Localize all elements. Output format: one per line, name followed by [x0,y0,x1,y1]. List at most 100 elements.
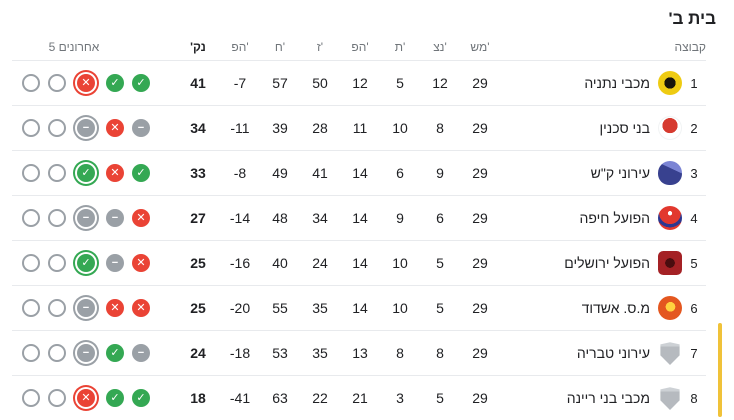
stat-goals-against: 39 [272,120,288,136]
win-icon: ✓ [77,164,95,182]
table-row[interactable]: 3 עירוני ק"ש 29 9 6 14 41 49 -8 33 ✓ ✕ ✓ [12,151,706,196]
form-icons: ✓ ✕ ✓ [12,164,176,182]
team-cell[interactable]: 2 בני סכנין [500,116,706,140]
win-icon: ✓ [132,74,150,92]
draw-icon: − [77,119,95,137]
team-badge-icon [658,251,682,275]
header-last5: 5 אחרונים [48,39,100,54]
rank: 8 [690,390,698,406]
table-row[interactable]: 4 הפועל חיפה 29 6 9 14 34 48 -14 27 − − ✕ [12,196,706,241]
draw-icon: − [132,119,150,137]
stat-goals-for: 34 [312,210,328,226]
stat-losses: 14 [352,165,368,181]
stat-points: 25 [190,300,206,316]
upcoming-match-icon [48,299,66,317]
team-cell[interactable]: 8 מכבי בני ריינה [500,386,706,410]
loss-icon: ✕ [106,299,124,317]
stat-played: 29 [472,345,488,361]
stat-points: 18 [190,390,206,406]
rank: 4 [690,210,698,226]
stat-played: 29 [472,210,488,226]
stat-goals-against: 55 [272,300,288,316]
draw-icon: − [106,254,124,272]
upcoming-match-icon [48,164,66,182]
loss-icon: ✕ [77,74,95,92]
draw-icon: − [106,209,124,227]
win-icon: ✓ [106,74,124,92]
stat-goals-against: 40 [272,255,288,271]
stat-wins: 9 [436,165,444,181]
loss-icon: ✕ [106,164,124,182]
stat-losses: 14 [352,255,368,271]
stat-wins: 8 [436,120,444,136]
table-row[interactable]: 6 מ.ס. אשדוד 29 5 10 14 35 55 -20 25 − ✕ ✕ [12,286,706,331]
header-points: נק' [190,39,206,54]
win-icon: ✓ [106,389,124,407]
team-badge-icon [658,161,682,185]
stat-goals-against: 49 [272,165,288,181]
stat-goals-for: 35 [312,300,328,316]
header-draws: ת' [394,39,406,54]
team-cell[interactable]: 5 הפועל ירושלים [500,251,706,275]
stat-goal-diff: -11 [230,120,250,136]
stat-draws: 10 [392,300,408,316]
stat-wins: 5 [436,255,444,271]
header-losses: הפ' [351,39,369,54]
stat-goals-against: 57 [272,75,288,91]
upcoming-match-icon [22,299,40,317]
team-cell[interactable]: 4 הפועל חיפה [500,206,706,230]
stat-goals-for: 24 [312,255,328,271]
team-cell[interactable]: 3 עירוני ק"ש [500,161,706,185]
scrollbar-thumb[interactable] [718,323,722,417]
win-icon: ✓ [132,164,150,182]
draw-icon: − [77,299,95,317]
stat-goal-diff: -7 [233,75,247,91]
stat-goals-against: 63 [272,390,288,406]
header-goals-against: ח' [274,39,286,54]
stat-goal-diff: -16 [229,255,251,271]
stat-goals-for: 50 [312,75,328,91]
table-row[interactable]: 5 הפועל ירושלים 29 5 10 14 24 40 -16 25 … [12,241,706,286]
loss-icon: ✕ [77,389,95,407]
stat-points: 25 [190,255,206,271]
stat-goal-diff: -14 [229,210,251,226]
stat-goal-diff: -8 [233,165,247,181]
upcoming-match-icon [48,74,66,92]
stat-draws: 9 [396,210,404,226]
stat-goals-against: 53 [272,345,288,361]
stat-goal-diff: -18 [229,345,251,361]
stat-losses: 11 [352,120,368,136]
team-badge-icon [658,296,682,320]
header-goal-diff: הפ' [231,39,249,54]
table-row[interactable]: 2 בני סכנין 29 8 10 11 28 39 -11 34 − ✕ − [12,106,706,151]
team-cell[interactable]: 7 עירוני טבריה [500,341,706,365]
stat-losses: 13 [352,345,368,361]
stat-played: 29 [472,300,488,316]
stat-goals-against: 48 [272,210,288,226]
stat-goals-for: 28 [312,120,328,136]
stat-goal-diff: -41 [229,390,251,406]
rank: 2 [690,120,698,136]
upcoming-match-icon [22,344,40,362]
loss-icon: ✕ [132,254,150,272]
stat-draws: 10 [392,255,408,271]
team-badge-icon [658,71,682,95]
table-row[interactable]: 8 מכבי בני ריינה 29 5 3 21 22 63 -41 18 … [12,376,706,420]
stat-points: 41 [190,75,206,91]
rank: 3 [690,165,698,181]
stat-goals-for: 35 [312,345,328,361]
upcoming-match-icon [22,119,40,137]
rank: 6 [690,300,698,316]
team-cell[interactable]: 1 מכבי נתניה [500,71,706,95]
team-cell[interactable]: 6 מ.ס. אשדוד [500,296,706,320]
upcoming-match-icon [48,254,66,272]
stat-losses: 21 [352,390,368,406]
stat-losses: 14 [352,210,368,226]
stat-wins: 5 [436,390,444,406]
stat-wins: 8 [436,345,444,361]
table-row[interactable]: 7 עירוני טבריה 29 8 8 13 35 53 -18 24 − ✓… [12,331,706,376]
win-icon: ✓ [106,344,124,362]
table-row[interactable]: 1 מכבי נתניה 29 12 5 12 50 57 -7 41 ✕ ✓ ✓ [12,61,706,106]
header-played: מש' [470,39,490,54]
